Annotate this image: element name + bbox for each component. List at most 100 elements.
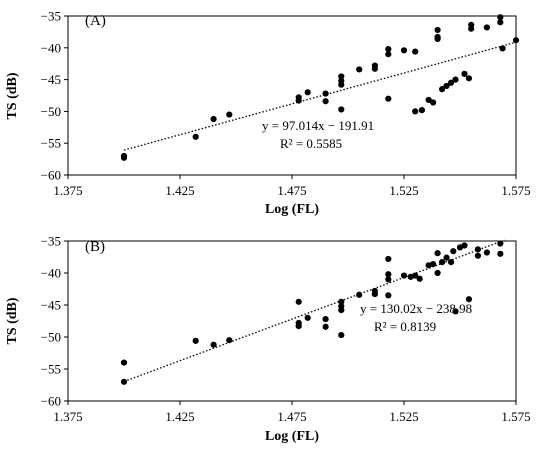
x-tick-label: 1.575: [501, 409, 530, 424]
data-point: [295, 97, 302, 104]
data-point: [434, 250, 441, 257]
data-point: [338, 106, 345, 113]
y-tick-label: −45: [41, 298, 61, 313]
data-point: [430, 260, 437, 268]
data-point: [192, 133, 199, 140]
data-point: [400, 272, 408, 279]
trendline-equation: y = 130.02x − 238.98: [360, 301, 472, 316]
x-tick-label: 1.475: [277, 409, 306, 424]
y-tick-label: −60: [41, 168, 61, 183]
data-point: [322, 323, 329, 330]
data-point: [356, 66, 363, 73]
data-point: [452, 308, 459, 315]
data-point: [322, 315, 329, 323]
x-tick-label: 1.475: [277, 183, 306, 198]
y-tick-label: −35: [41, 9, 61, 24]
trendline: [123, 41, 517, 151]
data-point: [447, 79, 455, 86]
data-point: [461, 242, 468, 249]
data-point: [461, 70, 468, 77]
data-point: [338, 298, 345, 305]
data-point: [304, 89, 311, 96]
data-point: [483, 249, 490, 256]
x-tick-label: 1.575: [501, 183, 530, 198]
data-point: [120, 154, 128, 161]
y-tick-label: −55: [41, 362, 61, 377]
x-tick-label: 1.525: [389, 183, 418, 198]
x-axis-title: Log (FL): [265, 429, 319, 444]
data-point: [465, 75, 473, 82]
x-axis-title: Log (FL): [265, 202, 319, 217]
r-squared-label: R² = 0.8139: [374, 319, 436, 334]
y-tick-label: −55: [41, 136, 61, 151]
data-point: [295, 323, 302, 330]
data-point: [322, 98, 329, 105]
data-point: [497, 19, 504, 26]
y-tick-label: −35: [41, 234, 61, 249]
data-point: [338, 307, 345, 314]
data-point: [304, 314, 311, 321]
data-point: [295, 298, 302, 305]
data-point: [356, 291, 363, 298]
data-point: [512, 37, 520, 44]
data-point: [412, 108, 419, 115]
data-point: [385, 45, 392, 53]
data-point: [434, 269, 441, 277]
x-tick-label: 1.425: [165, 183, 194, 198]
data-point: [474, 252, 482, 259]
data-point: [443, 254, 450, 261]
x-tick-label: 1.375: [53, 409, 82, 424]
data-point: [338, 331, 345, 339]
y-tick-label: −50: [41, 330, 61, 345]
data-point: [499, 45, 506, 52]
y-tick-label: −50: [41, 104, 61, 119]
panel-label: (A): [85, 13, 106, 29]
y-tick-label: −45: [41, 72, 61, 87]
data-point: [338, 81, 345, 88]
panel-b: −35 −40 −45 −50 −55 −601.375 1.425 1.475 1.525 1.…: [5, 234, 531, 445]
data-point: [385, 292, 392, 299]
data-point: [371, 65, 378, 72]
data-point: [483, 24, 490, 31]
data-point: [452, 76, 459, 83]
trendline: [123, 239, 506, 383]
data-point: [385, 51, 392, 58]
data-point: [385, 255, 392, 263]
data-point: [226, 111, 233, 118]
plot-area: [67, 15, 517, 176]
data-point: [385, 271, 392, 278]
data-point: [443, 82, 450, 90]
data-point: [210, 115, 217, 123]
trendline-equation: y = 97.014x − 191.91: [262, 118, 374, 133]
data-point: [400, 47, 408, 54]
data-point: [412, 48, 419, 55]
y-tick-label: −60: [41, 394, 61, 409]
plot-area: [67, 240, 517, 402]
data-point: [120, 359, 128, 366]
y-axis-title: TS (dB): [5, 72, 20, 119]
data-point: [120, 378, 128, 385]
data-point: [192, 337, 199, 344]
data-point: [465, 296, 473, 303]
data-point: [385, 95, 392, 102]
data-point: [497, 240, 504, 247]
y-tick-label: −40: [41, 266, 61, 281]
x-tick-label: 1.375: [53, 183, 82, 198]
data-point: [385, 276, 392, 283]
data-point: [226, 337, 233, 344]
data-point: [322, 90, 329, 97]
data-point: [418, 107, 426, 114]
panel-a: −35 −40 −45 −50 −55 −601.375 1.425 1.475 1.525 1.…: [5, 9, 531, 218]
y-tick-label: −40: [41, 40, 61, 55]
data-point: [434, 26, 441, 34]
data-point: [416, 275, 423, 282]
data-point: [412, 272, 419, 279]
data-point: [338, 73, 345, 80]
data-point: [430, 99, 437, 106]
data-point: [447, 259, 455, 266]
data-point: [468, 25, 475, 32]
data-point: [434, 35, 441, 42]
y-axis-title: TS (dB): [5, 297, 20, 344]
x-tick-label: 1.525: [389, 409, 418, 424]
